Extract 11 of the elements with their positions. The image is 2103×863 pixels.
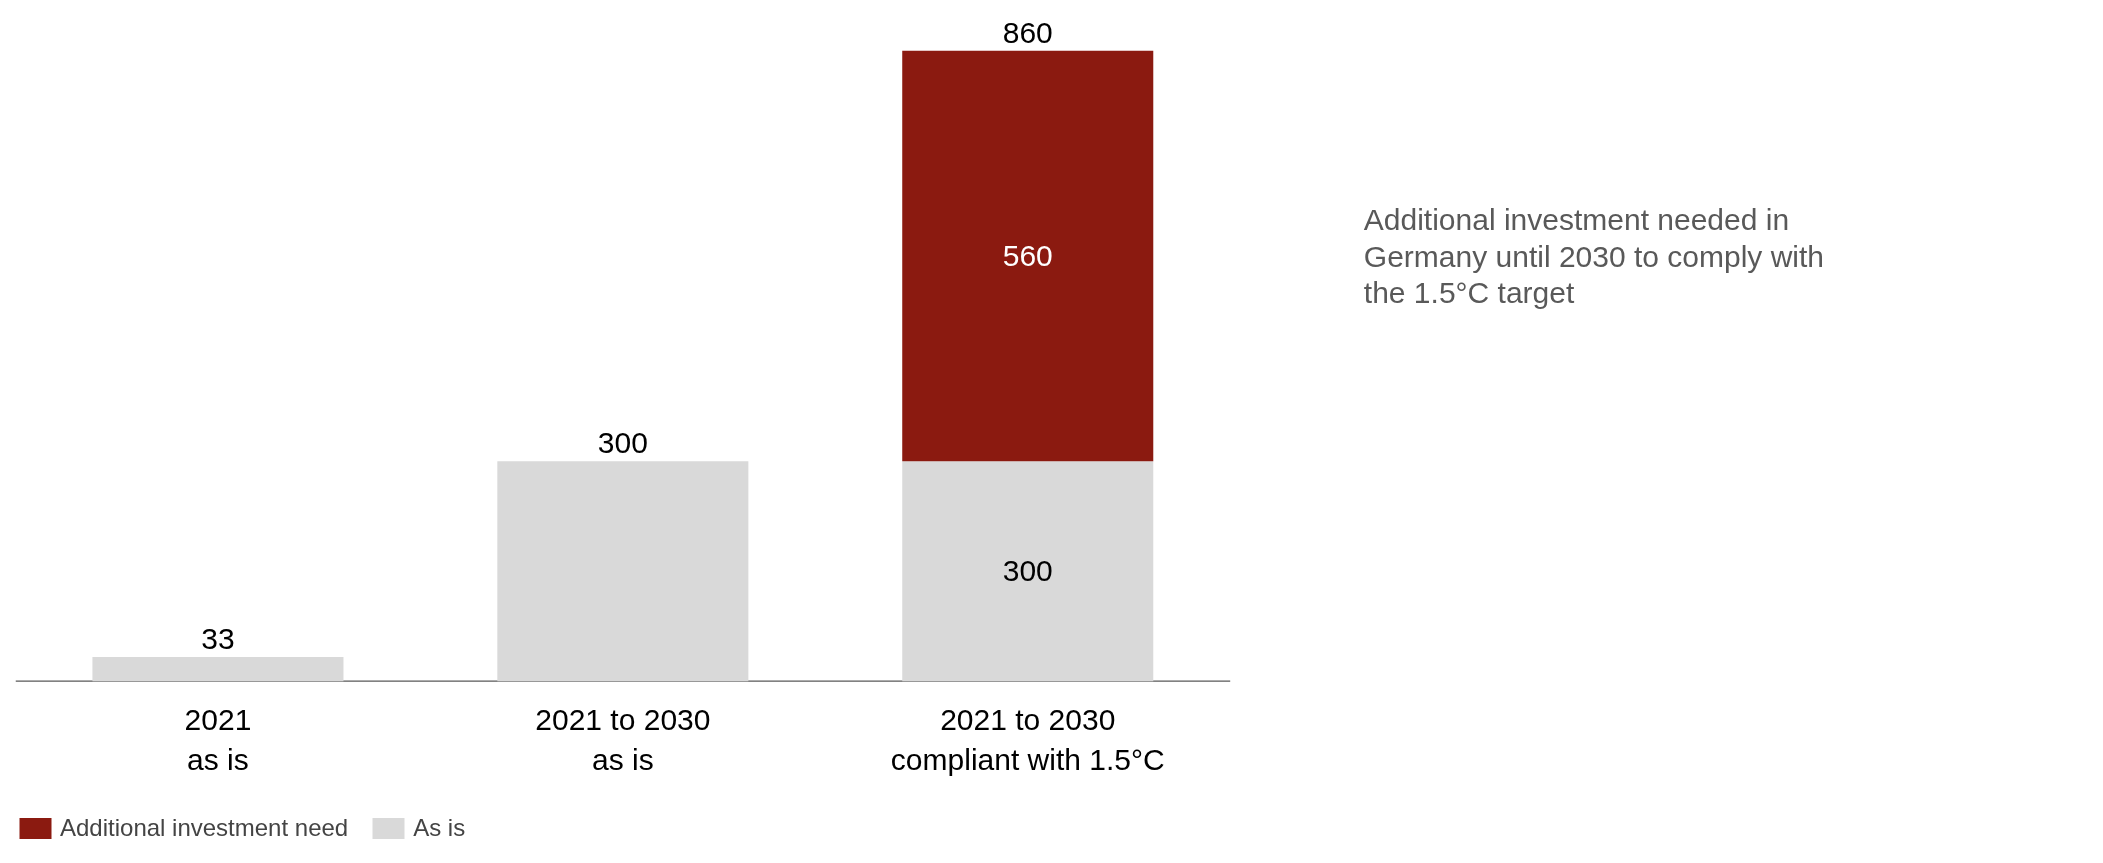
legend-label: As is xyxy=(413,814,466,842)
text: Additional investment needed in Germany until 2030 to comply with the 1.5°C target xyxy=(1363,203,1825,309)
total-label: 300 xyxy=(597,426,648,460)
data-label: 300 xyxy=(1002,554,1053,588)
total-label: 33 xyxy=(201,621,235,655)
total-label: 860 xyxy=(1002,15,1053,49)
x-tick-label: 2021 as is xyxy=(184,703,252,776)
data-label: 560 xyxy=(1002,239,1053,273)
x-tick-label: 2021 to 2030 compliant with 1.5°C xyxy=(890,703,1165,776)
legend-label: Additional investment need xyxy=(60,814,349,842)
x-tick-label: 2021 to 2030 as is xyxy=(535,703,711,776)
